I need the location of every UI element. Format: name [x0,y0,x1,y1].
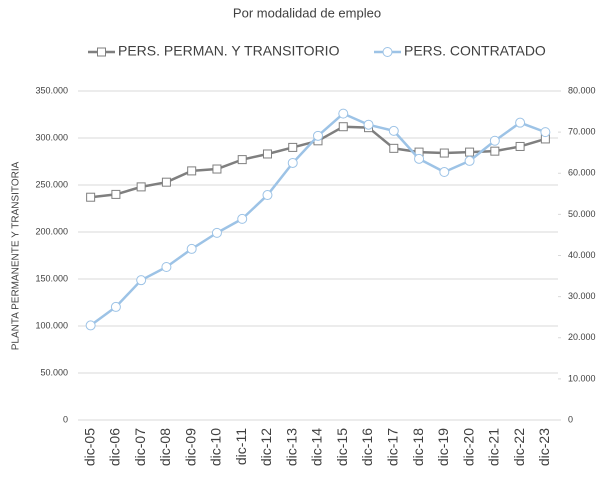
marker [262,190,273,201]
x-tick-label: dic-14 [309,428,325,466]
marker [237,213,248,224]
x-tick-label: dic-21 [486,428,502,466]
x-tick-label: dic-12 [258,428,274,466]
chart-title: Por modalidad de empleo [233,5,381,20]
x-tick-label: dic-07 [132,428,148,466]
marker [211,227,222,238]
y2-tick-label: 60.000 [568,168,596,178]
marker [111,189,121,199]
marker [110,301,121,312]
marker [439,167,450,178]
x-tick-label: dic-20 [460,428,476,466]
y2-tick-label: 0 [568,414,573,424]
marker [389,143,399,153]
y-tick-label: 250.000 [35,179,68,189]
x-tick-label: dic-23 [536,428,552,466]
marker [212,164,222,174]
marker [388,125,399,136]
x-tick-label: dic-22 [511,428,527,466]
y-tick-label: 150.000 [35,273,68,283]
y2-tick-label: 10.000 [568,373,596,383]
x-tick-label: dic-16 [359,428,375,466]
y2-tick-label: 80.000 [568,85,596,95]
marker [540,127,551,138]
legend-marker [97,47,106,57]
y2-tick-label: 50.000 [568,209,596,219]
marker [414,153,425,164]
marker [465,147,475,157]
marker [161,262,172,273]
marker [515,141,525,151]
y-tick-label: 300.000 [35,132,68,142]
y2-tick-label: 40.000 [568,250,596,260]
marker [464,155,475,166]
legend-marker [382,47,393,57]
x-tick-label: dic-05 [81,428,97,466]
x-tick-label: dic-18 [410,428,426,466]
x-tick-label: dic-08 [157,428,173,466]
x-tick-label: dic-17 [384,428,400,466]
marker [313,130,323,141]
x-tick-label: dic-19 [435,428,451,466]
x-tick-label: dic-09 [182,428,198,466]
marker [439,148,449,158]
marker [489,135,500,146]
marker [515,117,526,128]
marker [237,155,247,165]
marker [136,275,147,286]
marker [490,146,500,156]
marker [338,122,348,132]
marker [338,108,349,119]
marker [86,192,96,202]
marker [288,142,298,152]
x-tick-label: dic-10 [208,428,224,466]
x-tick-label: dic-15 [334,428,350,466]
legend-label: PERS. CONTRATADO [404,43,546,59]
y-tick-label: 100.000 [35,320,68,330]
marker [85,320,96,331]
marker [187,166,197,176]
x-tick-label: dic-11 [233,428,249,465]
marker [136,182,146,192]
marker [161,177,171,187]
y-tick-label: 200.000 [35,226,68,236]
y-tick-label: 50.000 [40,367,68,377]
legend-label: PERS. PERMAN. Y TRANSITORIO [118,43,340,59]
y2-tick-label: 20.000 [568,332,596,342]
y-axis-label: PLANTA PERMANENTE Y TRANSITORIA [11,161,22,350]
x-tick-label: dic-06 [107,428,123,466]
x-tick-label: dic-13 [283,428,299,466]
marker [262,149,272,159]
marker [287,157,298,168]
marker [186,243,197,254]
y2-tick-label: 70.000 [568,127,596,137]
y-tick-label: 0 [63,414,68,424]
y-tick-label: 350.000 [35,85,68,95]
y2-tick-label: 30.000 [568,291,596,301]
marker [363,119,374,130]
